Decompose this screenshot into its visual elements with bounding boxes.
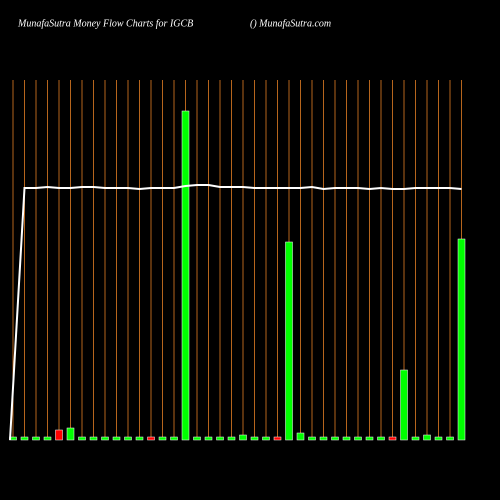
bar bbox=[204, 436, 213, 441]
bar bbox=[170, 436, 178, 441]
bar bbox=[135, 436, 144, 441]
bar bbox=[112, 436, 121, 441]
price-line bbox=[9, 184, 462, 441]
bar bbox=[158, 436, 167, 441]
bar bbox=[273, 436, 282, 441]
bar bbox=[89, 436, 98, 441]
bar bbox=[308, 436, 316, 441]
bar bbox=[423, 434, 431, 441]
bar bbox=[365, 436, 374, 441]
bar bbox=[434, 436, 443, 441]
bar bbox=[101, 436, 109, 441]
bar bbox=[227, 436, 236, 441]
bar bbox=[20, 436, 29, 441]
bar bbox=[319, 436, 328, 441]
bar bbox=[124, 436, 132, 441]
bar bbox=[342, 436, 351, 441]
bar bbox=[78, 436, 86, 441]
bar bbox=[296, 432, 305, 441]
bar bbox=[285, 241, 293, 441]
chart-subtitle: () MunafaSutra.com bbox=[250, 18, 331, 29]
bar bbox=[147, 436, 155, 441]
bar bbox=[250, 436, 259, 441]
bar bbox=[32, 436, 40, 441]
chart-title: MunafaSutra Money Flow Charts for IGCB bbox=[17, 18, 193, 29]
bar bbox=[388, 436, 397, 441]
bar bbox=[193, 436, 201, 441]
bar bbox=[216, 436, 224, 441]
bar bbox=[354, 436, 362, 441]
bar bbox=[457, 238, 466, 441]
bar bbox=[400, 369, 408, 441]
bar bbox=[181, 110, 190, 441]
bar bbox=[331, 436, 339, 441]
bar bbox=[43, 436, 52, 441]
bar bbox=[239, 434, 247, 441]
bar bbox=[377, 436, 385, 441]
bar bbox=[411, 436, 420, 441]
bar bbox=[66, 427, 75, 441]
bar bbox=[446, 436, 454, 441]
bar bbox=[55, 429, 63, 441]
bar bbox=[262, 436, 270, 441]
